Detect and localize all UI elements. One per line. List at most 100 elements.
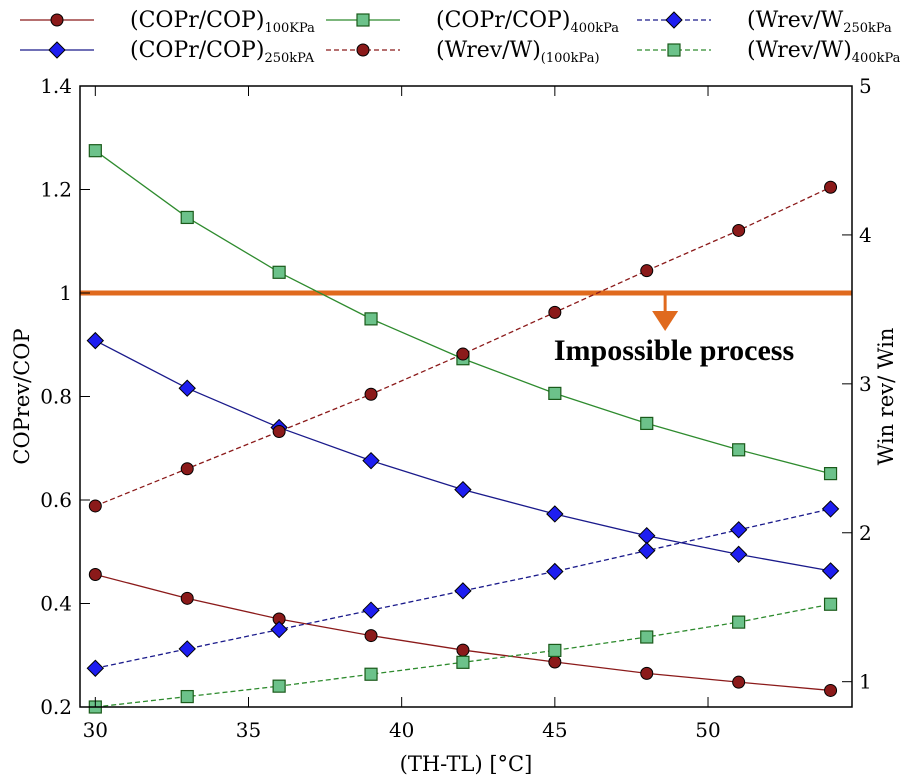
x-tick-label: 50 <box>695 718 720 742</box>
series-5-point-4 <box>362 601 380 619</box>
series-5-point-3 <box>270 620 288 639</box>
series-4-point-8 <box>732 223 746 237</box>
series-6-point-7 <box>640 630 654 644</box>
series-1-point-4 <box>364 629 378 643</box>
legend-marker <box>50 13 64 27</box>
legend: (COPr/COP)100KPa (COPr/COP)400kPa (Wrev/W2… <box>20 8 901 66</box>
y-tick-label: 0.6 <box>40 488 72 512</box>
plot-area <box>80 144 852 714</box>
series-1-point-7 <box>640 666 654 680</box>
series-2-point-5 <box>454 480 472 499</box>
series-4-point-1 <box>88 499 102 513</box>
series-4-point-4 <box>364 387 378 401</box>
series-6-point-9 <box>823 597 838 611</box>
y-tick-label: 1 <box>59 281 72 305</box>
x-axis-title: (TH-TL) [°C] <box>400 752 533 776</box>
y-tick-label: 0.4 <box>40 592 72 616</box>
y2-tick-label: 3 <box>859 372 872 396</box>
series-3-point-1 <box>88 144 102 158</box>
series-1-point-6 <box>548 655 562 669</box>
y2-tick-label: 5 <box>859 74 872 98</box>
y-tick-label: 1.4 <box>40 74 72 98</box>
legend-item-4: (Wrev/W)(100kPa) <box>326 38 600 66</box>
y-tick-label: 0.8 <box>40 385 72 409</box>
series-4-line <box>95 186 831 507</box>
series-3-line <box>94 150 831 475</box>
series-5-point-1 <box>86 659 105 677</box>
series-2-point-2 <box>178 379 196 397</box>
series-4-point-6 <box>548 305 562 319</box>
series-3 <box>88 144 838 481</box>
series-3-point-3 <box>272 265 286 279</box>
legend-item-2: (COPr/COP)250kPA <box>20 38 315 66</box>
series-3-point-9 <box>823 467 838 481</box>
series-6-point-2 <box>180 689 194 704</box>
series-6-point-6 <box>548 643 562 658</box>
series-5-point-6 <box>546 562 564 581</box>
series-6-point-3 <box>272 679 286 693</box>
legend-item-1: (COPr/COP)100KPa <box>20 8 315 36</box>
legend-label: (COPr/COP)400kPa <box>436 8 619 36</box>
series-1-point-2 <box>180 591 194 605</box>
series-2-point-9 <box>821 562 840 580</box>
legend-item-6: (Wrev/W)400kPa <box>637 38 901 66</box>
series-2 <box>86 331 840 580</box>
legend-marker <box>667 43 681 57</box>
series-2-line <box>95 340 831 572</box>
series-2-point-6 <box>546 505 564 523</box>
series-5 <box>86 500 840 677</box>
series-5-point-2 <box>178 640 196 658</box>
y-tick-label: 1.2 <box>40 178 72 202</box>
series-2-point-7 <box>638 527 656 545</box>
series-2-point-4 <box>362 451 380 470</box>
y2-tick-label: 1 <box>859 670 872 694</box>
series-4-point-2 <box>180 462 194 476</box>
series-4 <box>88 180 838 513</box>
arrow-head-icon <box>652 311 679 331</box>
legend-marker <box>356 43 370 57</box>
series-4-point-5 <box>456 347 470 361</box>
series-1-point-5 <box>456 643 470 657</box>
series-3-point-6 <box>548 386 562 400</box>
series-6-point-4 <box>364 667 378 681</box>
legend-item-5: (Wrev/W250kPa <box>637 8 892 36</box>
x-tick-label: 35 <box>236 718 261 742</box>
legend-marker <box>665 11 683 29</box>
series-3-point-7 <box>640 416 654 431</box>
series-2-point-8 <box>729 545 748 564</box>
series-5-line <box>95 508 831 669</box>
series-6 <box>88 597 838 714</box>
series-5-point-8 <box>729 521 748 539</box>
impossible-process-annotation: Impossible process <box>554 334 794 367</box>
x-tick-label: 40 <box>389 718 414 742</box>
y2-tick-label: 2 <box>859 521 872 545</box>
plot-frame <box>79 85 853 708</box>
legend-label: (Wrev/W250kPa <box>747 8 892 36</box>
series-4-point-9 <box>824 180 838 194</box>
series-3-point-2 <box>180 210 194 225</box>
series-3-point-4 <box>364 312 378 326</box>
series-1-point-1 <box>88 568 102 582</box>
series-1-point-9 <box>824 683 838 697</box>
series-1-point-8 <box>732 675 746 689</box>
series-6-point-5 <box>456 655 470 669</box>
legend-label: (COPr/COP)250kPA <box>130 38 315 66</box>
x-tick-label: 30 <box>83 718 108 742</box>
series-2-point-1 <box>86 331 105 350</box>
series-5-point-7 <box>638 541 656 560</box>
x-tick-label: 45 <box>542 718 567 742</box>
legend-label: (COPr/COP)100KPa <box>130 8 315 36</box>
series-6-point-8 <box>732 615 746 629</box>
series-4-point-3 <box>272 424 286 438</box>
y2-axis-title: Win rev/ Win <box>874 328 898 466</box>
legend-marker <box>48 41 66 59</box>
y-axis-title: COPrev/COP <box>10 328 34 464</box>
legend-item-3: (COPr/COP)400kPa <box>326 8 619 36</box>
legend-label: (Wrev/W)400kPa <box>747 38 901 66</box>
series-5-point-5 <box>454 582 472 600</box>
series-5-point-9 <box>821 500 840 518</box>
series-3-point-8 <box>732 443 746 457</box>
y2-tick-label: 4 <box>859 223 872 247</box>
